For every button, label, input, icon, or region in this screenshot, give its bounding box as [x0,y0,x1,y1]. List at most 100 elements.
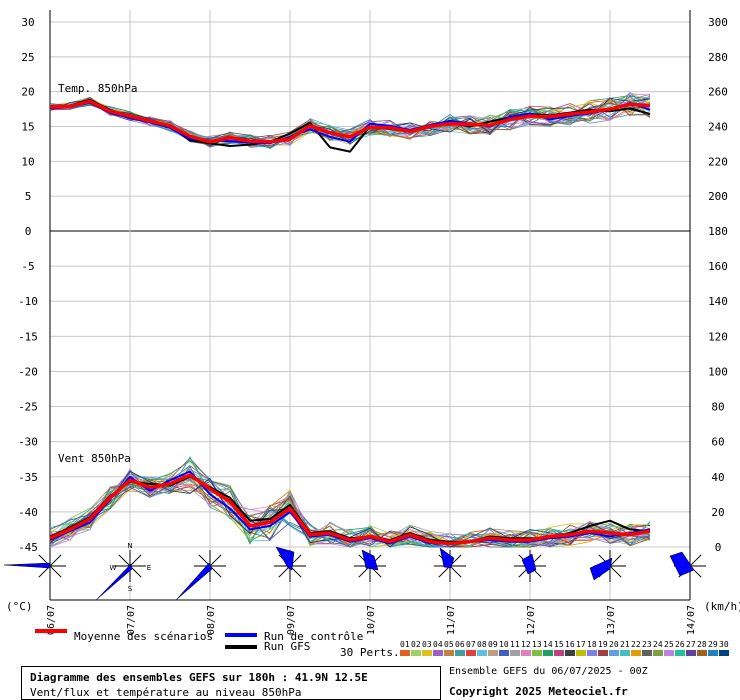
pert-legend-swatch [411,650,421,656]
x-tick-date: 14/07 [686,605,697,635]
pert-legend-swatch [521,650,531,656]
y-tick-left: -5 [21,260,34,273]
pert-legend-number: 29 [708,640,718,649]
wind-rose [3,550,66,582]
pert-legend-swatch [697,650,707,656]
compass-letter-s: S [128,585,133,593]
y-tick-right: 140 [708,295,728,308]
pert-legend-swatch [653,650,663,656]
legend-control-label: Run de contrôle [264,630,364,643]
pert-legend-number: 24 [653,640,663,649]
pert-legend-swatch [433,650,443,656]
wind-rose [354,549,386,582]
y-tick-right: 260 [708,86,728,99]
pert-legend-number: 19 [598,640,608,649]
pert-legend-swatch [609,650,619,656]
temp-unit-label: (°C) [6,600,33,613]
pert-legend-number: 01 [400,640,410,649]
wind-rose [669,550,706,582]
y-tick-right: 300 [708,16,728,29]
pert-legend-swatch [444,650,454,656]
pert-legend-swatch [587,650,597,656]
x-tick-date: 10/07 [366,605,377,635]
pert-legend-number: 15 [554,640,564,649]
pert-legend-swatch [466,650,476,656]
wind-mean-line [49,473,651,546]
y-tick-right: 60 [711,436,724,449]
x-tick-date: 13/07 [606,605,617,635]
y-tick-right: 80 [711,401,724,414]
pert-legend-swatch [488,650,498,656]
pert-legend-number: 25 [664,640,674,649]
y-tick-left: 30 [21,16,34,29]
y-tick-right: 40 [711,471,724,484]
y-tick-left: -35 [18,471,38,484]
pert-legend-swatch [400,650,410,656]
pert-legend-swatch [642,650,652,656]
y-tick-right: 160 [708,260,728,273]
temp-pert-line-27 [49,97,651,147]
temp-pert-line-30 [49,98,651,147]
y-tick-left: 20 [21,86,34,99]
x-tick-date: 07/07 [126,605,137,635]
pert-legend-swatch [675,650,685,656]
wind-rose [274,546,306,582]
y-tick-left: -10 [18,295,38,308]
y-tick-right: 180 [708,225,728,238]
pert-legend-swatch [455,650,465,656]
chart-title: Diagramme des ensembles GEFS sur 180h : … [30,671,368,684]
pert-legend-number: 21 [620,640,630,649]
pert-legend-number: 02 [411,640,421,649]
pert-legend-number: 20 [609,640,619,649]
pert-legend-swatch [719,650,729,656]
legend-perts-label: 30 Perts. [340,646,400,659]
wind-panel-label: Vent 850hPa [58,452,131,465]
copyright: Copyright 2025 Meteociel.fr [449,685,628,698]
y-tick-right: 20 [711,506,724,519]
y-tick-right: 220 [708,155,728,168]
pert-legend-number: 16 [565,640,575,649]
pert-legend-number: 22 [631,640,641,649]
legend-gfs-label: Run GFS [264,640,311,653]
pert-legend-swatch [664,650,674,656]
temp-mean-line [49,99,651,144]
pert-legend-swatch [620,650,630,656]
pert-legend-swatch [532,650,542,656]
run-info: Ensemble GEFS du 06/07/2025 - 00Z [449,666,648,677]
wind-rose: N S E W [95,542,151,601]
pert-legend-swatch [708,650,718,656]
wind-rose [175,550,226,601]
legend-mean-swatch [35,629,67,633]
x-tick-date: 12/07 [526,605,537,635]
pert-legend-number: 14 [543,640,553,649]
y-tick-left: 0 [25,225,32,238]
wind-rose [589,550,626,582]
y-tick-left: -25 [18,401,38,414]
pert-legend-number: 17 [576,640,586,649]
pert-legend-swatch [510,650,520,656]
pert-legend-swatch [422,650,432,656]
pert-legend-number: 13 [532,640,542,649]
y-tick-right: 120 [708,330,728,343]
y-tick-left: -15 [18,330,38,343]
temp-pert-line-18 [49,92,651,142]
legend-control-swatch [225,633,257,637]
pert-legend-number: 28 [697,640,707,649]
y-tick-right: 240 [708,121,728,134]
y-tick-left: 5 [25,190,32,203]
pert-legend-swatch [576,650,586,656]
pert-legend-swatch [543,650,553,656]
y-tick-left: 10 [21,155,34,168]
pert-legend-number: 11 [510,640,520,649]
x-tick-date: 11/07 [446,605,457,635]
x-tick-date: 09/07 [286,605,297,635]
pert-legend-number: 18 [587,640,597,649]
pert-legend-swatch [554,650,564,656]
pert-legend-number: 09 [488,640,498,649]
pert-legend-swatch [598,650,608,656]
pert-legend-swatch [565,650,575,656]
wind-rose [434,547,466,582]
pert-legend-number: 05 [444,640,454,649]
compass-letter-w: W [110,564,117,572]
